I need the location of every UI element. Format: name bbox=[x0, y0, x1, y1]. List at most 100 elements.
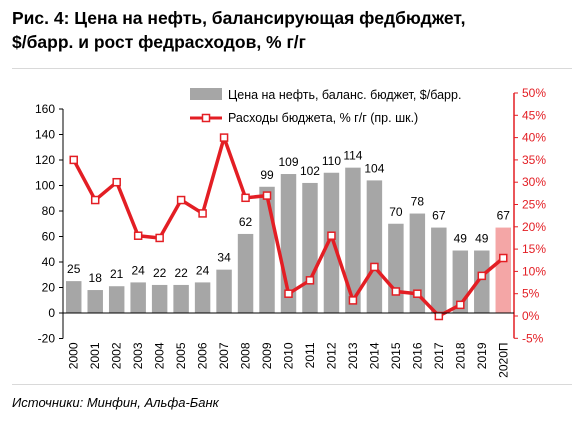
source-note: Источники: Минфин, Альфа-Банк bbox=[12, 395, 219, 410]
line-marker-2013 bbox=[348, 296, 358, 305]
x-tick-label-2012: 2012 bbox=[324, 342, 338, 369]
line-marker-2012 bbox=[327, 231, 336, 240]
x-tick-label-2014: 2014 bbox=[367, 342, 381, 369]
left-axis-tick-label: 80 bbox=[42, 204, 56, 218]
bar-2001 bbox=[87, 290, 103, 313]
right-axis-tick-label: 40% bbox=[522, 131, 546, 145]
line-marker-2016 bbox=[413, 289, 422, 298]
x-tick-label-2001: 2001 bbox=[88, 342, 102, 369]
line-marker-2003 bbox=[133, 231, 143, 240]
figure-title-line2: $/барр. и рост федрасходов, % г/г bbox=[12, 32, 306, 52]
line-marker-2005 bbox=[176, 195, 186, 205]
bar-label-2003: 24 bbox=[131, 263, 145, 277]
bar-label-2011: 102 bbox=[300, 164, 320, 178]
bar-2019 bbox=[474, 250, 490, 313]
bar-label-2008: 62 bbox=[239, 215, 253, 229]
line-marker-2019 bbox=[477, 271, 487, 281]
line-marker-2004 bbox=[155, 233, 164, 243]
bar-2017 bbox=[431, 227, 447, 313]
bar-2007 bbox=[216, 269, 232, 313]
bar-series bbox=[66, 167, 511, 313]
bar-label-2018: 49 bbox=[454, 232, 468, 246]
bottom-divider bbox=[12, 384, 572, 385]
x-tick-label-2003: 2003 bbox=[131, 342, 145, 369]
line-marker-2011 bbox=[305, 276, 315, 285]
bar-2011 bbox=[302, 182, 318, 313]
x-tick-label-2011: 2011 bbox=[303, 342, 317, 368]
bar-2015 bbox=[388, 223, 404, 313]
bar-label-2019: 49 bbox=[475, 232, 489, 246]
right-axis-tick-label: 50% bbox=[522, 86, 546, 100]
line-series bbox=[69, 133, 508, 321]
line-marker-2018 bbox=[456, 300, 465, 310]
left-axis-tick-label: 140 bbox=[35, 128, 55, 142]
line-marker-2002 bbox=[112, 177, 121, 187]
bar-2002 bbox=[108, 286, 125, 313]
left-axis-tick-label: -20 bbox=[38, 332, 56, 346]
bar-2000 bbox=[66, 281, 82, 313]
x-tick-label-2020П: 2020П bbox=[496, 343, 510, 378]
figure-title-line1: Рис. 4: Цена на нефть, балансирующая фед… bbox=[12, 8, 466, 28]
x-tick-label-2002: 2002 bbox=[110, 342, 124, 369]
bar-label-2005: 22 bbox=[174, 266, 188, 280]
x-tick-label-2008: 2008 bbox=[239, 342, 253, 369]
left-axis-tick-label: 160 bbox=[35, 102, 55, 116]
bar-2006 bbox=[194, 282, 211, 313]
right-axis: 50% 45% 40% 35% 30% 25% 20% 15% 10% 5% 0% -5% bbox=[513, 86, 546, 345]
bar-2008 bbox=[237, 233, 254, 313]
x-tick-label-2013: 2013 bbox=[346, 342, 360, 369]
left-axis: 160 140 120 100 80 60 40 20 0 -20 bbox=[35, 102, 64, 346]
right-axis-tick-label: -5% bbox=[522, 331, 544, 345]
legend: Цена на нефть, баланс. бюджет, $/барр. Ра… bbox=[190, 88, 461, 125]
bar-label-2014: 104 bbox=[364, 161, 384, 175]
x-tick-label-2019: 2019 bbox=[475, 342, 489, 369]
line-marker-2017 bbox=[434, 311, 444, 321]
bar-2014 bbox=[366, 180, 383, 313]
x-tick-label-2015: 2015 bbox=[389, 342, 403, 369]
x-tick-label-2004: 2004 bbox=[153, 342, 167, 369]
left-axis-tick-label: 120 bbox=[35, 153, 55, 167]
bar-label-2013: 114 bbox=[343, 149, 362, 163]
line-marker-2008 bbox=[241, 193, 250, 203]
right-axis-tick-label: 15% bbox=[522, 242, 546, 256]
left-axis-tick-label: 60 bbox=[42, 230, 56, 244]
legend-label-bars: Цена на нефть, баланс. бюджет, $/барр. bbox=[228, 88, 461, 102]
right-axis-tick-label: 25% bbox=[522, 198, 546, 212]
legend-swatch-bars bbox=[190, 88, 222, 100]
right-axis-tick-label: 35% bbox=[522, 153, 546, 167]
bar-2004 bbox=[151, 284, 168, 313]
bar-label-2004: 22 bbox=[153, 266, 167, 280]
right-axis-tick-label: 45% bbox=[522, 108, 546, 122]
x-tick-label-2006: 2006 bbox=[196, 342, 210, 369]
line-marker-2014 bbox=[370, 262, 379, 272]
line-marker-2020П bbox=[499, 253, 508, 263]
x-tick-label-2005: 2005 bbox=[174, 342, 188, 369]
bar-label-2002: 21 bbox=[110, 267, 124, 281]
bar-label-2009: 99 bbox=[260, 168, 274, 182]
bar-label-2020П: 67 bbox=[497, 209, 511, 223]
x-tick-label-2007: 2007 bbox=[217, 342, 231, 369]
bar-2012 bbox=[323, 172, 340, 313]
left-axis-tick-label: 40 bbox=[42, 255, 56, 269]
legend-label-line: Расходы бюджета, % г/г (пр. шк.) bbox=[228, 111, 418, 125]
top-divider bbox=[12, 68, 572, 69]
line-marker-2000 bbox=[69, 155, 78, 165]
left-axis-tick-label: 20 bbox=[42, 281, 56, 295]
legend-swatch-marker bbox=[201, 113, 211, 123]
bar-2013 bbox=[345, 167, 361, 313]
bar-2009 bbox=[259, 186, 275, 313]
bar-label-2006: 24 bbox=[196, 263, 210, 277]
line-marker-2007 bbox=[219, 133, 229, 142]
right-axis-tick-label: 0% bbox=[522, 309, 540, 323]
right-axis-tick-label: 5% bbox=[522, 287, 540, 301]
bar-label-2001: 18 bbox=[89, 271, 103, 285]
bar-2005 bbox=[173, 284, 189, 313]
line-marker-2009 bbox=[262, 191, 272, 200]
bar-2003 bbox=[130, 282, 146, 313]
left-axis-tick-label: 100 bbox=[35, 179, 55, 193]
line-marker-2010 bbox=[284, 289, 293, 298]
bar-label-2000: 25 bbox=[67, 262, 81, 276]
x-tick-label-2000: 2000 bbox=[67, 342, 81, 369]
